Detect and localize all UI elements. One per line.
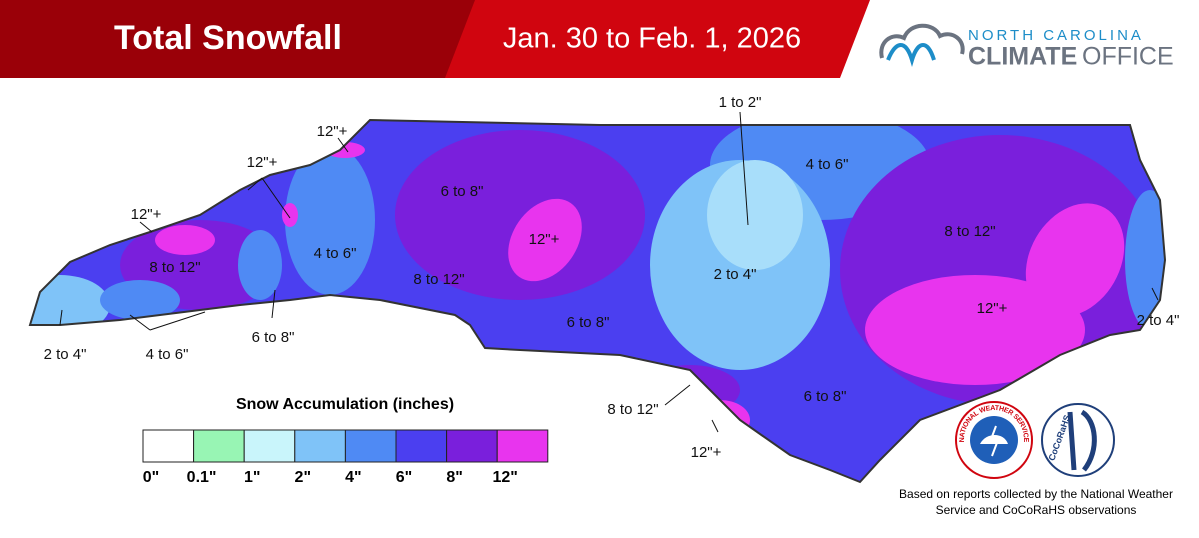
map-label: 4 to 6" — [314, 245, 357, 262]
legend: 0" 0.1" 1" 2" 4" 6" 8" 12" — [142, 429, 549, 486]
legend-swatch — [193, 429, 245, 463]
map-label: 2 to 4" — [44, 346, 87, 363]
title: Total Snowfall — [114, 19, 342, 57]
map-label: 6 to 8" — [567, 314, 610, 331]
legend-tick-label: 8" — [446, 469, 462, 486]
dates: Jan. 30 to Feb. 1, 2026 — [503, 23, 801, 55]
legend-tick-label: 1" — [244, 469, 260, 486]
map-label: 4 to 6" — [146, 346, 189, 363]
map-label: 12"+ — [317, 123, 348, 140]
map-label: 4 to 6" — [806, 156, 849, 173]
map-label: 8 to 12" — [944, 223, 995, 240]
map-label: 12"+ — [977, 300, 1008, 317]
map-label: 6 to 8" — [252, 329, 295, 346]
map-labels: 12"+ 12"+ 12"+ 8 to 12" 4 to 6" 6 to 8" … — [44, 94, 1180, 461]
footnote-line: Based on reports collected by the Nation… — [899, 487, 1173, 501]
org-right: OFFICE — [1082, 43, 1174, 71]
map-label: 12"+ — [529, 231, 560, 248]
header-title-band — [0, 0, 475, 78]
cocorahs-logo: CoCoRaHS — [1041, 403, 1115, 477]
map-label: 2 to 4" — [1137, 312, 1180, 329]
org-top: NORTH CAROLINA — [968, 27, 1144, 44]
legend-tick-label: 6" — [396, 469, 412, 486]
map-label: 8 to 12" — [607, 401, 658, 418]
legend-swatch — [142, 429, 195, 463]
logo: NORTH CAROLINA CLIMATE OFFICE — [879, 23, 1174, 71]
legend-swatch — [395, 429, 448, 463]
legend-title: Snow Accumulation (inches) — [236, 396, 454, 413]
map-label: 2 to 4" — [714, 266, 757, 283]
map-label: 12"+ — [131, 206, 162, 223]
legend-swatch — [496, 429, 549, 463]
header-band — [410, 0, 870, 78]
legend-tick-label: 2" — [295, 469, 311, 486]
legend-swatch — [294, 429, 346, 463]
map-label: 8 to 12" — [413, 271, 464, 288]
legend-tick-label: 12" — [493, 469, 518, 486]
legend-swatch — [446, 429, 498, 463]
footnote-line: Service and CoCoRaHS observations — [936, 503, 1137, 517]
legend-swatch — [344, 429, 397, 463]
map-label: 6 to 8" — [441, 183, 484, 200]
nws-logo: NATIONAL WEATHER SERVICE — [955, 401, 1033, 479]
map-label: 1 to 2" — [719, 94, 762, 111]
map-label: 12"+ — [247, 154, 278, 171]
map-label: 8 to 12" — [149, 259, 200, 276]
legend-swatch — [243, 429, 296, 463]
map-label: 6 to 8" — [804, 388, 847, 405]
map-label: 12"+ — [691, 444, 722, 461]
leaders — [59, 111, 1159, 433]
legend-tick-label: 0.1" — [187, 469, 217, 486]
legend-tick-label: 0" — [143, 469, 159, 486]
legend-tick-label: 4" — [345, 469, 361, 486]
org-left: CLIMATE — [968, 43, 1077, 71]
